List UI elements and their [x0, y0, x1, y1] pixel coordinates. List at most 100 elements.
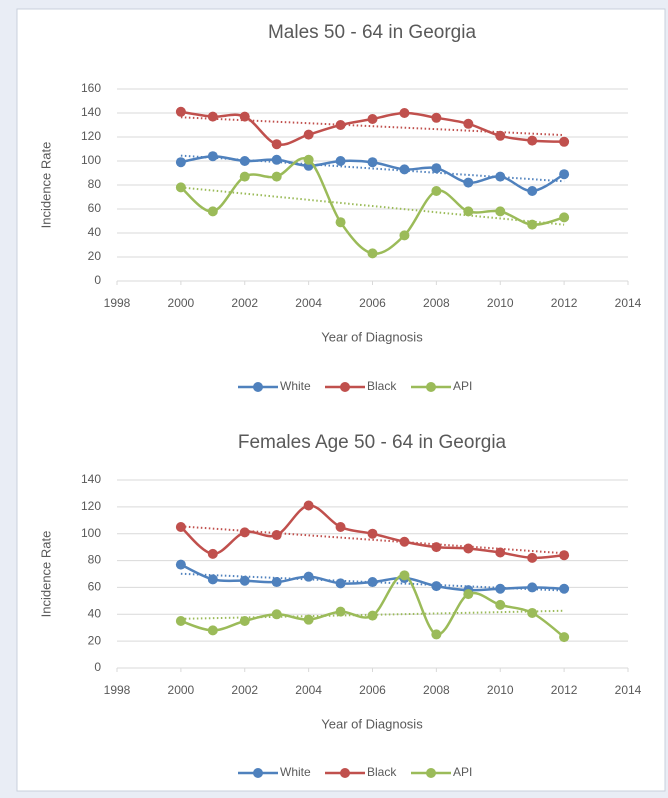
- data-point: [271, 609, 282, 620]
- chart-area: [16, 8, 666, 792]
- data-point: [463, 118, 474, 129]
- data-point: [463, 177, 474, 188]
- data-point: [335, 156, 346, 166]
- data-point: [303, 571, 314, 582]
- y-tick-label: 100: [81, 526, 101, 540]
- x-axis-title: Year of Diagnosis: [321, 329, 423, 344]
- y-axis-title: Incidence Rate: [38, 142, 53, 229]
- data-point: [239, 527, 250, 538]
- data-point: [495, 599, 506, 610]
- data-point: [495, 547, 506, 558]
- x-tick-label: 2008: [423, 296, 450, 310]
- data-point: [175, 559, 186, 570]
- x-tick-label: 2000: [168, 683, 195, 697]
- x-tick-label: 2006: [359, 683, 386, 697]
- x-tick-label: 2010: [487, 683, 514, 697]
- data-point: [207, 151, 218, 162]
- legend-label: Black: [367, 379, 397, 393]
- data-point: [431, 112, 442, 123]
- legend-marker: [340, 768, 350, 778]
- data-point: [303, 614, 314, 625]
- legend-label: White: [280, 379, 311, 393]
- data-point: [239, 616, 250, 626]
- y-tick-label: 40: [88, 606, 102, 620]
- data-point: [399, 230, 410, 241]
- data-point: [175, 522, 186, 532]
- y-tick-label: 20: [88, 633, 102, 647]
- y-axis-title: Incidence Rate: [38, 531, 53, 618]
- data-point: [367, 248, 378, 259]
- data-point: [239, 171, 250, 182]
- data-point: [559, 550, 570, 561]
- data-point: [239, 575, 250, 586]
- data-point: [527, 219, 538, 230]
- data-point: [495, 130, 506, 141]
- y-tick-label: 140: [81, 472, 101, 486]
- data-point: [463, 543, 474, 554]
- data-point: [335, 578, 346, 589]
- y-tick-label: 80: [88, 177, 102, 191]
- y-tick-label: 80: [88, 553, 102, 567]
- data-point: [495, 171, 506, 182]
- trendline: [180, 186, 565, 226]
- data-point: [559, 583, 570, 594]
- data-point: [431, 186, 442, 196]
- data-point: [335, 522, 346, 532]
- data-point: [431, 581, 442, 592]
- data-point: [335, 120, 346, 130]
- data-point: [271, 530, 282, 541]
- legend-label: API: [453, 379, 472, 393]
- x-tick-label: 2002: [231, 683, 258, 697]
- data-point: [175, 157, 186, 168]
- data-point: [559, 632, 570, 643]
- data-point: [175, 616, 186, 626]
- x-tick-label: 2004: [295, 296, 322, 310]
- data-point: [527, 582, 538, 593]
- data-point: [271, 577, 282, 588]
- data-point: [367, 610, 378, 621]
- data-point: [559, 169, 570, 180]
- data-point: [463, 206, 474, 217]
- y-tick-label: 120: [81, 499, 101, 513]
- x-tick-label: 2014: [615, 683, 642, 697]
- data-point: [367, 577, 378, 588]
- legend-label: API: [453, 765, 472, 779]
- data-point: [175, 106, 186, 117]
- data-point: [303, 129, 314, 140]
- data-point: [367, 528, 378, 539]
- data-point: [559, 212, 570, 223]
- data-point: [239, 156, 250, 166]
- y-tick-label: 20: [88, 249, 102, 263]
- legend-marker: [253, 382, 263, 392]
- data-point: [207, 548, 218, 559]
- y-tick-label: 0: [94, 273, 101, 287]
- chart-title: Females Age 50 - 64 in Georgia: [238, 432, 507, 453]
- chart-title: Males 50 - 64 in Georgia: [268, 22, 476, 43]
- legend-marker: [426, 768, 436, 778]
- data-point: [463, 589, 474, 600]
- x-tick-label: 2006: [359, 296, 386, 310]
- data-point: [431, 163, 442, 174]
- data-point: [207, 206, 218, 217]
- y-tick-label: 60: [88, 201, 102, 215]
- data-point: [527, 607, 538, 618]
- data-point: [431, 542, 442, 553]
- data-point: [271, 139, 282, 150]
- data-point: [271, 154, 282, 165]
- x-tick-label: 2000: [168, 296, 195, 310]
- x-tick-label: 2004: [295, 683, 322, 697]
- data-point: [207, 574, 218, 585]
- y-tick-label: 60: [88, 580, 102, 594]
- x-tick-label: 1998: [104, 683, 131, 697]
- x-tick-label: 1998: [104, 296, 131, 310]
- data-point: [367, 114, 378, 124]
- y-tick-label: 140: [81, 105, 101, 119]
- legend-marker: [426, 382, 436, 392]
- x-tick-label: 2012: [551, 296, 578, 310]
- x-tick-label: 2010: [487, 296, 514, 310]
- y-tick-label: 100: [81, 153, 101, 167]
- x-tick-label: 2008: [423, 683, 450, 697]
- data-point: [399, 164, 410, 175]
- legend-marker: [253, 768, 263, 778]
